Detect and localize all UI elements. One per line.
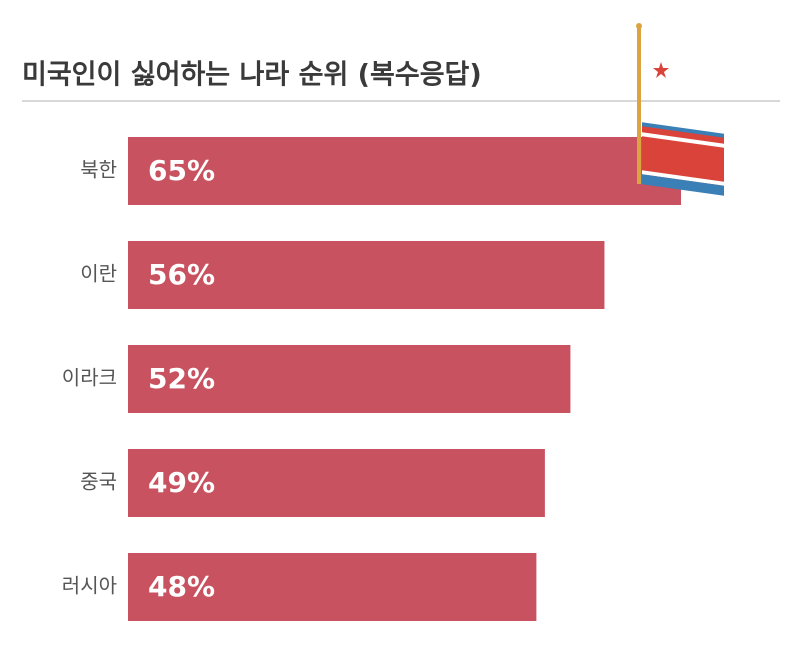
value-label: 48% xyxy=(148,570,215,603)
category-label: 이란 xyxy=(80,262,117,286)
category-label: 북한 xyxy=(80,158,117,182)
bar xyxy=(128,345,571,413)
value-label: 49% xyxy=(148,466,215,499)
flag-star xyxy=(653,62,669,78)
bar xyxy=(128,449,545,517)
value-label: 65% xyxy=(148,154,215,187)
category-label: 이라크 xyxy=(62,366,117,390)
chart-title: 미국인이 싫어하는 나라 순위 (복수응답) xyxy=(22,60,482,91)
category-label: 러시아 xyxy=(62,574,117,598)
flag-white-top xyxy=(642,132,724,148)
bar xyxy=(128,137,682,205)
bar xyxy=(128,553,537,621)
value-label: 52% xyxy=(148,362,215,395)
bar xyxy=(128,241,605,309)
value-label: 56% xyxy=(148,258,215,291)
flag-icon xyxy=(636,23,724,196)
flag-blue-bottom xyxy=(642,174,724,196)
flag-white-bottom xyxy=(642,170,724,186)
category-label: 중국 xyxy=(80,470,117,494)
flag-pole-top xyxy=(636,23,642,29)
